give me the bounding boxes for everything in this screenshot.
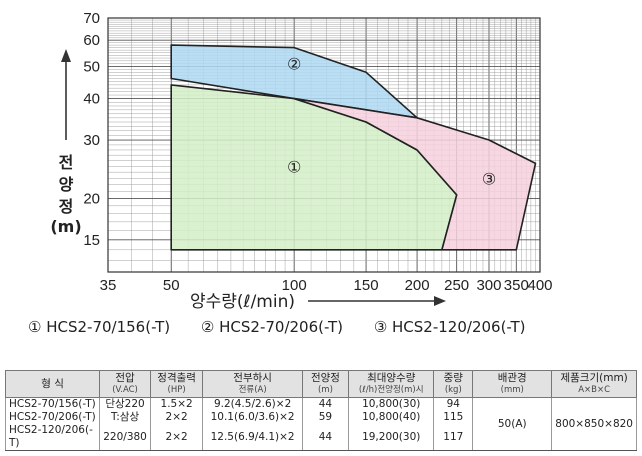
cell-power: 1.5×2 bbox=[149, 397, 204, 411]
plot-frame bbox=[107, 17, 541, 273]
y-tick-label: 60 bbox=[83, 32, 100, 49]
header-head: 전양정 (m) bbox=[301, 370, 350, 398]
header-flow: 최대양수량 (ℓ/h)전양정(m)시 bbox=[348, 370, 435, 398]
legend-item-2: ② HCS2-70/206(-T) bbox=[200, 318, 344, 336]
y-axis-arrowhead bbox=[61, 49, 71, 62]
y-tick-label: 15 bbox=[83, 232, 100, 249]
cell-model: HCS2-70/206(-T) bbox=[4, 411, 101, 424]
y-tick-label: 70 bbox=[83, 10, 100, 27]
cell-current: 12.5(6.9/4.1)×2 bbox=[202, 424, 303, 451]
y-tick-label: 50 bbox=[83, 58, 100, 75]
x-tick-label: 400 bbox=[527, 277, 552, 294]
cell-model: HCS2-120/206(-T) bbox=[4, 424, 101, 451]
cell-power: 2×2 bbox=[149, 424, 204, 451]
x-tick-label: 150 bbox=[354, 277, 379, 294]
cell-current: 9.2(4.5/2.6)×2 bbox=[202, 397, 303, 411]
x-tick-label: 250 bbox=[444, 277, 469, 294]
area-series-3 bbox=[293, 97, 537, 251]
y-tick-label: 20 bbox=[83, 190, 100, 207]
region-label-3: ③ bbox=[482, 169, 496, 188]
header-pipe: 배관경 (mm) bbox=[472, 370, 553, 398]
table-row: HCS2-70/206(-T) T:삼상 2×2 10.1(6.0/3.6)×2… bbox=[4, 411, 637, 424]
x-axis-label: 양수량(ℓ/min) bbox=[190, 292, 295, 312]
header-weight: 중량 (kg) bbox=[433, 370, 474, 398]
cell-power: 2×2 bbox=[149, 411, 204, 424]
cell-model: HCS2-70/156(-T) bbox=[4, 397, 101, 411]
x-tick-label: 50 bbox=[163, 277, 180, 294]
y-tick-label: 40 bbox=[83, 91, 100, 108]
y-label-char: (m) bbox=[50, 217, 81, 236]
cell-voltage: 단상220 bbox=[99, 397, 151, 411]
legend-item-1: ① HCS2-70/156(-T) bbox=[28, 318, 171, 336]
table-row: HCS2-70/156(-T) 단상220 1.5×2 9.2(4.5/2.6)… bbox=[4, 397, 637, 451]
cell-pipe: 50(A) bbox=[472, 397, 553, 451]
cell-flow: 10,800(40) bbox=[348, 411, 435, 424]
cell-head: 59 bbox=[301, 411, 350, 424]
y-axis-label: 전양정(m) bbox=[50, 153, 81, 236]
table-row: HCS2-120/206(-T) 220/380 2×2 12.5(6.9/4.… bbox=[4, 424, 637, 451]
x-tick-label: 200 bbox=[405, 277, 430, 294]
cell-current: 10.1(6.0/3.6)×2 bbox=[202, 411, 303, 424]
cell-weight: 115 bbox=[433, 411, 474, 424]
region-labels: ① ② ③ bbox=[287, 55, 496, 189]
header-size: 제품크기(mm) A×B×C bbox=[551, 370, 637, 398]
plot-border bbox=[107, 17, 541, 273]
cell-flow: 10,800(30) bbox=[348, 397, 435, 411]
region-label-2: ② bbox=[287, 55, 301, 74]
cell-weight: 117 bbox=[433, 424, 474, 451]
cell-voltage: T:삼상 bbox=[99, 411, 151, 424]
legend-item-3: ③ HCS2-120/206(-T) bbox=[373, 318, 526, 336]
y-label-char: 정 bbox=[59, 197, 74, 216]
x-tick-label: 350 bbox=[504, 277, 529, 294]
chart-legend: ① HCS2-70/156(-T) ② HCS2-70/206(-T) ③ HC… bbox=[28, 318, 551, 336]
x-tick-label: 300 bbox=[476, 277, 501, 294]
header-current: 전부하시 전류(A) bbox=[202, 370, 303, 398]
cell-head: 44 bbox=[301, 424, 350, 451]
x-tick-label: 35 bbox=[100, 277, 117, 294]
cell-flow: 19,200(30) bbox=[348, 424, 435, 451]
header-voltage: 전압 (V.AC) bbox=[99, 370, 151, 398]
y-label-char: 양 bbox=[59, 175, 74, 194]
x-axis-arrowhead bbox=[434, 296, 446, 306]
cell-voltage: 220/380 bbox=[99, 424, 151, 451]
header-power: 정격출력 (HP) bbox=[149, 370, 204, 398]
performance-areas bbox=[170, 44, 537, 251]
spec-table: 형 식 전압 (V.AC) 정격출력 (HP) 전부하시 전류(A) 전양정 (m) 최… bbox=[4, 370, 637, 451]
x-tick-label: 100 bbox=[282, 277, 307, 294]
cell-head: 44 bbox=[301, 397, 350, 411]
cell-size: 800×850×820 bbox=[551, 397, 637, 451]
cell-weight: 94 bbox=[433, 397, 474, 411]
header-model: 형 식 bbox=[4, 370, 101, 398]
region-label-1: ① bbox=[287, 157, 301, 176]
y-tick-label: 30 bbox=[83, 132, 100, 149]
y-label-char: 전 bbox=[59, 153, 74, 172]
table-header-row: 형 식 전압 (V.AC) 정격출력 (HP) 전부하시 전류(A) 전양정 (m) 최… bbox=[4, 370, 637, 398]
pump-performance-chart: 35 50 100 150 200 250 300 35040015203040506070 … bbox=[50, 10, 552, 312]
